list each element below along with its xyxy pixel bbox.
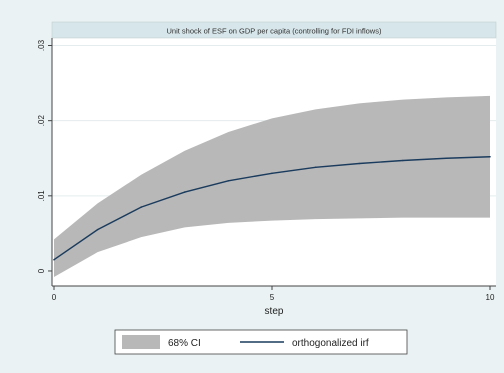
- irf-point-3: [184, 191, 186, 193]
- x-axis-label: step: [265, 306, 284, 317]
- y-tick-label-2: .02: [37, 115, 46, 127]
- legend-label-irf: orthogonalized irf: [292, 338, 369, 349]
- irf-point-0: [53, 258, 55, 261]
- y-tick-label-0: 0: [37, 268, 46, 273]
- ci-band: [54, 95, 490, 277]
- irf-point-9: [445, 157, 448, 160]
- x-tick-label-2: 10: [486, 293, 495, 302]
- title-bar: [51, 21, 497, 39]
- irf-point-1: [96, 228, 99, 231]
- y-tick-label-3: .03: [37, 39, 46, 51]
- x-tick-label-0: 0: [52, 293, 57, 302]
- y-ticks: 0 .01 .02 .03: [37, 39, 52, 273]
- irf-point-6: [314, 166, 317, 169]
- irf-point-10: [489, 155, 491, 158]
- x-tick-label-1: 5: [270, 293, 275, 302]
- irf-point-2: [140, 206, 142, 208]
- x-ticks: 0 5 10: [52, 286, 495, 302]
- irf-point-7: [358, 162, 361, 165]
- irf-point-8: [402, 159, 404, 162]
- legend-label-ci: 68% CI: [168, 338, 201, 349]
- legend: 68% CI orthogonalized irf: [114, 329, 408, 355]
- irf-point-5: [271, 172, 273, 175]
- legend-swatch-ci: [122, 335, 160, 349]
- irf-point-4: [227, 179, 230, 182]
- y-tick-label-1: .01: [37, 190, 46, 202]
- chart-title: Unit shock of ESF on GDP per capita (con…: [167, 27, 382, 36]
